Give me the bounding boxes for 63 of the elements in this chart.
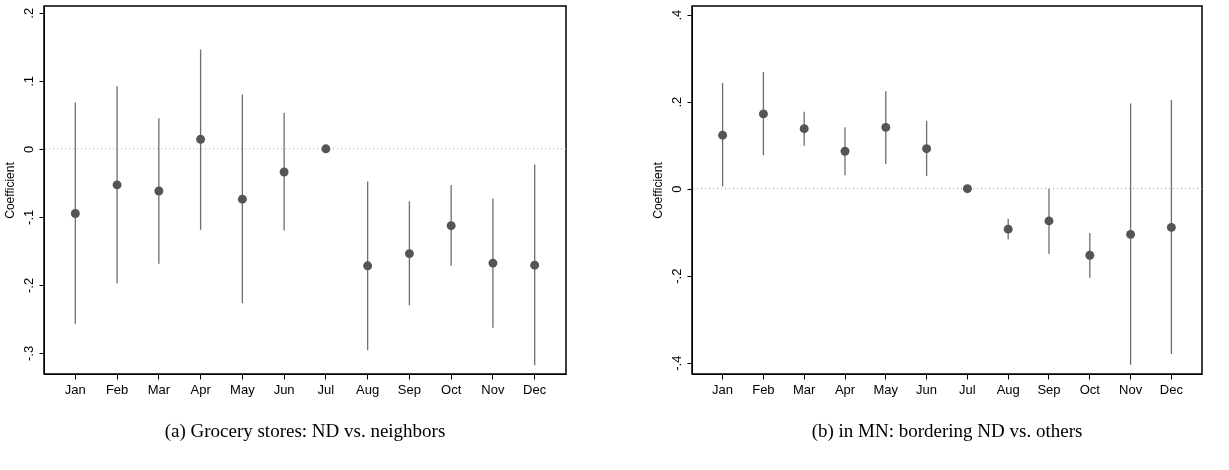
y-tick-label: .2 bbox=[20, 7, 36, 19]
x-tick-label: Apr bbox=[190, 381, 212, 397]
x-tick-label: Jul bbox=[959, 381, 976, 397]
text: (a) Grocery stores: ND vs. neighbors bbox=[164, 420, 446, 442]
x-tick-label: Aug bbox=[996, 381, 1020, 397]
point bbox=[1085, 250, 1095, 260]
point bbox=[758, 109, 768, 119]
x-tick-label: Mar bbox=[793, 381, 817, 397]
y-tick-label: -.4 bbox=[668, 355, 684, 371]
point bbox=[799, 124, 809, 134]
y-tick-label: -.1 bbox=[20, 209, 36, 225]
point bbox=[196, 134, 206, 144]
x-tick-label: May bbox=[230, 381, 256, 397]
x-tick-label: Feb bbox=[105, 381, 129, 397]
point bbox=[446, 221, 456, 231]
point bbox=[279, 167, 289, 177]
x-tick-label: May bbox=[873, 381, 899, 397]
x-tick-label: Aug bbox=[356, 381, 380, 397]
text: (b) in MN: bordering ND vs. others bbox=[811, 420, 1083, 442]
y-tick-label: -.2 bbox=[668, 268, 684, 284]
point bbox=[70, 209, 80, 218]
x-tick-label: Jun bbox=[273, 381, 295, 397]
y-tick-label: -.3 bbox=[20, 345, 36, 361]
x-tick-label: Nov bbox=[481, 381, 505, 397]
x-tick-label: Jun bbox=[916, 381, 938, 397]
x-tick-label: Nov bbox=[1119, 381, 1143, 397]
point bbox=[237, 194, 247, 204]
y-axis-title: Coefficient bbox=[650, 161, 665, 219]
y-tick-label: .2 bbox=[668, 96, 684, 108]
x-tick-label: Dec bbox=[523, 381, 547, 397]
x-tick-label: Jan bbox=[712, 381, 734, 397]
y-tick-label: 0 bbox=[20, 145, 36, 153]
x-tick-label: Dec bbox=[1159, 381, 1184, 397]
x-tick-label: Mar bbox=[147, 381, 171, 397]
x-tick-label: Apr bbox=[834, 381, 856, 397]
point bbox=[922, 144, 932, 154]
point bbox=[718, 130, 728, 140]
point bbox=[404, 249, 414, 259]
y-tick-label: -.2 bbox=[20, 277, 36, 293]
x-tick-label: Oct bbox=[1079, 381, 1101, 397]
y-tick-label: 0 bbox=[668, 185, 684, 193]
x-tick-label: Sep bbox=[1037, 381, 1061, 397]
point bbox=[1003, 224, 1013, 234]
point bbox=[881, 122, 891, 132]
point bbox=[1044, 216, 1054, 226]
point bbox=[840, 146, 850, 156]
point bbox=[1166, 222, 1176, 232]
x-tick-label: Sep bbox=[397, 381, 421, 397]
point bbox=[1126, 229, 1136, 239]
point bbox=[962, 184, 972, 194]
point bbox=[154, 186, 164, 196]
point bbox=[112, 180, 122, 190]
x-tick-label: Feb bbox=[752, 381, 775, 397]
point bbox=[321, 144, 331, 154]
x-tick-label: Jan bbox=[64, 381, 86, 397]
y-axis-title: Coefficient bbox=[2, 161, 17, 219]
x-tick-label: Oct bbox=[441, 381, 462, 397]
point bbox=[488, 258, 498, 268]
x-tick-label: Jul bbox=[317, 381, 335, 397]
y-tick-label: .4 bbox=[668, 9, 684, 21]
point bbox=[530, 260, 540, 270]
point bbox=[363, 261, 373, 271]
y-tick-label: .1 bbox=[20, 75, 36, 87]
